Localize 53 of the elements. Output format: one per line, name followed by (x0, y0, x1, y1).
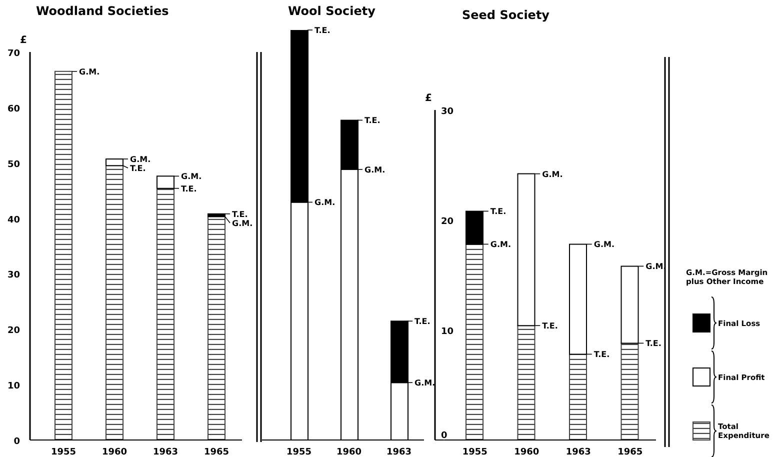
chart-title: Wool Society (288, 4, 376, 18)
annotation: T.E. (314, 26, 330, 35)
annotation: T.E. (646, 339, 662, 348)
x-tick-label: 1965 (618, 447, 643, 457)
x-tick-label: 1955 (286, 447, 312, 457)
annotation: G.M. (130, 154, 151, 164)
annotation: G.M. (414, 378, 436, 388)
annotation: T.E. (594, 350, 610, 360)
chart-title: Seed Society (462, 8, 550, 22)
annotation: T.E. (542, 322, 558, 331)
bar (208, 216, 226, 440)
x-tick-label: 1963 (566, 447, 591, 457)
y-tick-label: 20 (441, 217, 454, 227)
y-tick-label: 70 (7, 48, 20, 59)
annotation: T.E. (181, 184, 197, 194)
y-tick-label: 20 (7, 326, 20, 336)
bar (54, 70, 72, 440)
annotation: G.M. (646, 262, 666, 272)
annotation: T.E. (490, 207, 506, 216)
annotation: G.M. (594, 240, 614, 250)
x-tick-label: 1965 (204, 447, 230, 457)
y-axis-title: £ (425, 93, 432, 104)
chart-title: Woodland Societies (36, 4, 169, 18)
x-tick-label: 1963 (386, 447, 412, 457)
y-tick-label: 30 (441, 107, 454, 117)
annotation: G.M. (364, 165, 386, 174)
y-tick-label: 50 (7, 160, 20, 170)
x-tick-label: 1963 (152, 447, 178, 457)
x-tick-label: 1960 (514, 447, 540, 457)
annotation: T.E. (130, 164, 146, 173)
annotation: T.E. (232, 210, 248, 219)
annotation: G.M. (181, 172, 202, 182)
annotation: T.E. (364, 116, 380, 126)
y-tick-label: 10 (441, 327, 454, 337)
y-tick-label: 0 (441, 431, 448, 441)
annotation: T.E. (414, 317, 430, 326)
x-tick-label: 1960 (102, 447, 128, 457)
bar (156, 188, 174, 440)
annotation: G.M. (542, 170, 563, 179)
y-tick-label: 10 (7, 382, 20, 392)
x-tick-label: 1960 (336, 447, 362, 457)
x-tick-label: 1955 (50, 447, 76, 457)
y-tick-label: 0 (14, 437, 20, 447)
bar (106, 165, 124, 440)
annotation: G.M. (314, 198, 336, 208)
y-tick-label: 60 (7, 104, 20, 114)
y-tick-label: 40 (7, 215, 20, 226)
y-tick-label: 30 (7, 270, 20, 281)
y-axis-title: £ (20, 34, 27, 46)
x-tick-label: 1955 (462, 447, 488, 457)
annotation: G.M. (79, 67, 100, 76)
annotation: G.M. (490, 240, 511, 250)
annotation: G.M. (232, 218, 253, 228)
